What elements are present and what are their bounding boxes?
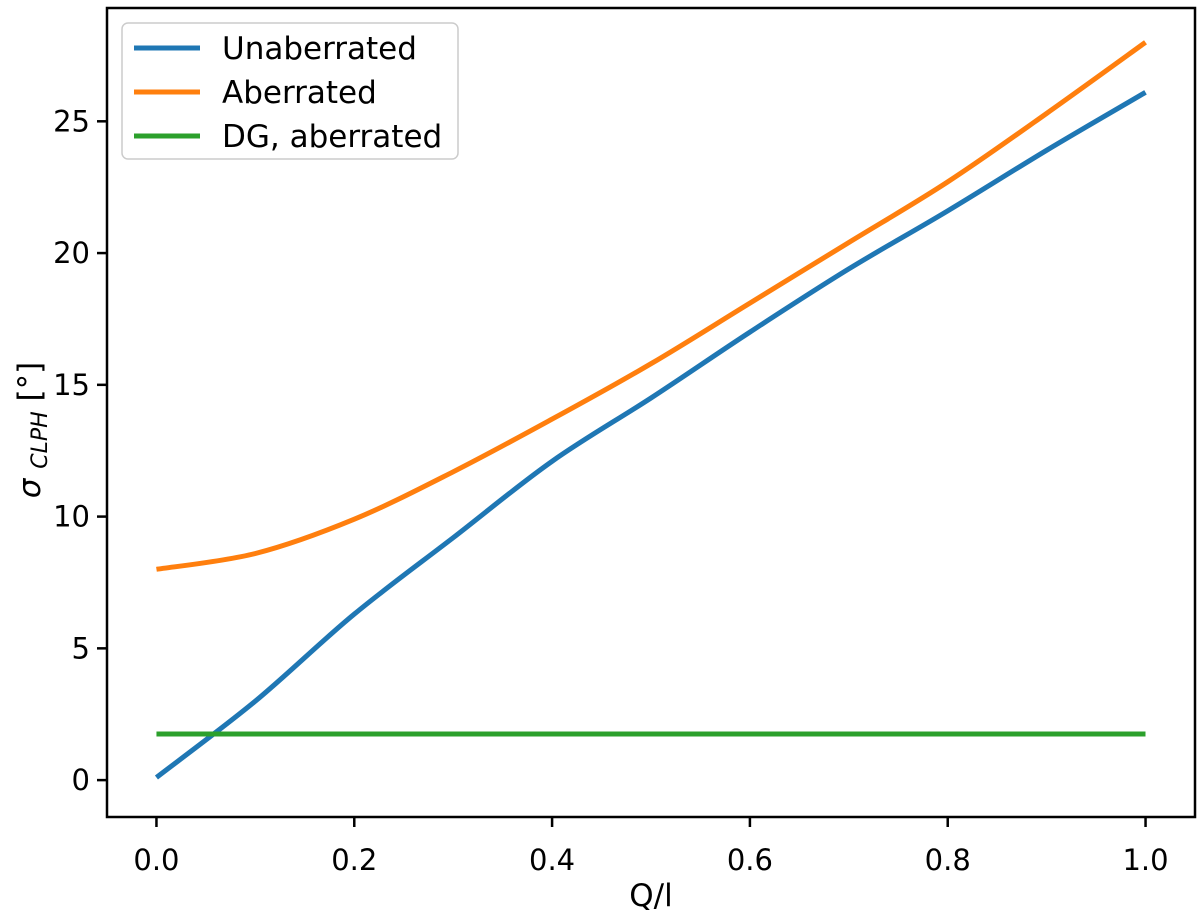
x-axis-label: Q/l	[629, 878, 672, 914]
legend-label: Unaberrated	[222, 31, 417, 67]
x-tick-label: 1.0	[1122, 843, 1168, 877]
y-axis-label-unit: [°]	[12, 362, 48, 402]
legend-label: DG, aberrated	[222, 119, 442, 155]
y-axis-ticks: 0 5 10 15 20 25	[53, 104, 107, 797]
x-tick-label: 0.2	[331, 843, 377, 877]
y-tick-label: 20	[53, 236, 90, 270]
y-tick-label: 5	[72, 631, 90, 665]
y-tick-label: 0	[72, 763, 90, 797]
x-tick-label: 0.8	[925, 843, 971, 877]
x-axis-ticks: 0.0 0.2 0.4 0.6 0.8 1.0	[133, 817, 1168, 877]
series-line-unaberrated	[156, 92, 1145, 777]
x-tick-label: 0.4	[529, 843, 575, 877]
y-axis-label-symbol: σ	[12, 477, 48, 498]
legend-label: Aberrated	[222, 75, 377, 111]
x-tick-label: 0.0	[133, 843, 179, 877]
y-axis-label: σ CLPH [°]	[12, 362, 55, 499]
y-axis-label-subscript: CLPH	[28, 411, 53, 468]
y-tick-label: 10	[53, 500, 90, 534]
y-tick-label: 25	[53, 104, 90, 138]
x-tick-label: 0.6	[727, 843, 773, 877]
y-tick-label: 15	[53, 368, 90, 402]
legend: Unaberrated Aberrated DG, aberrated	[122, 23, 458, 159]
